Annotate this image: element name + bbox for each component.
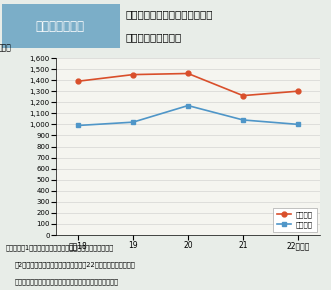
消防団員 — [186, 104, 190, 107]
消防団員 — [296, 123, 300, 126]
Text: 消防職員及び消防団員の公務に: 消防職員及び消防団員の公務に — [125, 10, 213, 19]
消防団員 — [241, 118, 245, 122]
FancyBboxPatch shape — [2, 4, 120, 48]
Text: （人）: （人） — [0, 44, 12, 53]
消防団員 — [131, 120, 135, 124]
消防職員 — [131, 73, 135, 76]
Text: よる負傷者数の推移: よる負傷者数の推移 — [125, 32, 181, 42]
Line: 消防団員: 消防団員 — [75, 103, 301, 128]
消防職員 — [296, 89, 300, 93]
Text: び福島県のデータは除いた数値により集計している。: び福島県のデータは除いた数値により集計している。 — [15, 278, 119, 284]
消防職員 — [241, 94, 245, 97]
消防職員 — [186, 72, 190, 75]
Text: 第２－２－２図: 第２－２－２図 — [35, 19, 84, 32]
消防団員 — [76, 124, 80, 127]
Legend: 消防職員, 消防団員: 消防職員, 消防団員 — [273, 208, 316, 231]
Text: 2　東日本大震災の影響により、平成22年の岩手県、宮城県及: 2 東日本大震災の影響により、平成22年の岩手県、宮城県及 — [15, 261, 136, 268]
Line: 消防職員: 消防職員 — [75, 71, 301, 98]
Text: （備考）　1　「消防防災・震災対策現況調査」により作成: （備考） 1 「消防防災・震災対策現況調査」により作成 — [5, 244, 114, 251]
消防職員 — [76, 79, 80, 83]
